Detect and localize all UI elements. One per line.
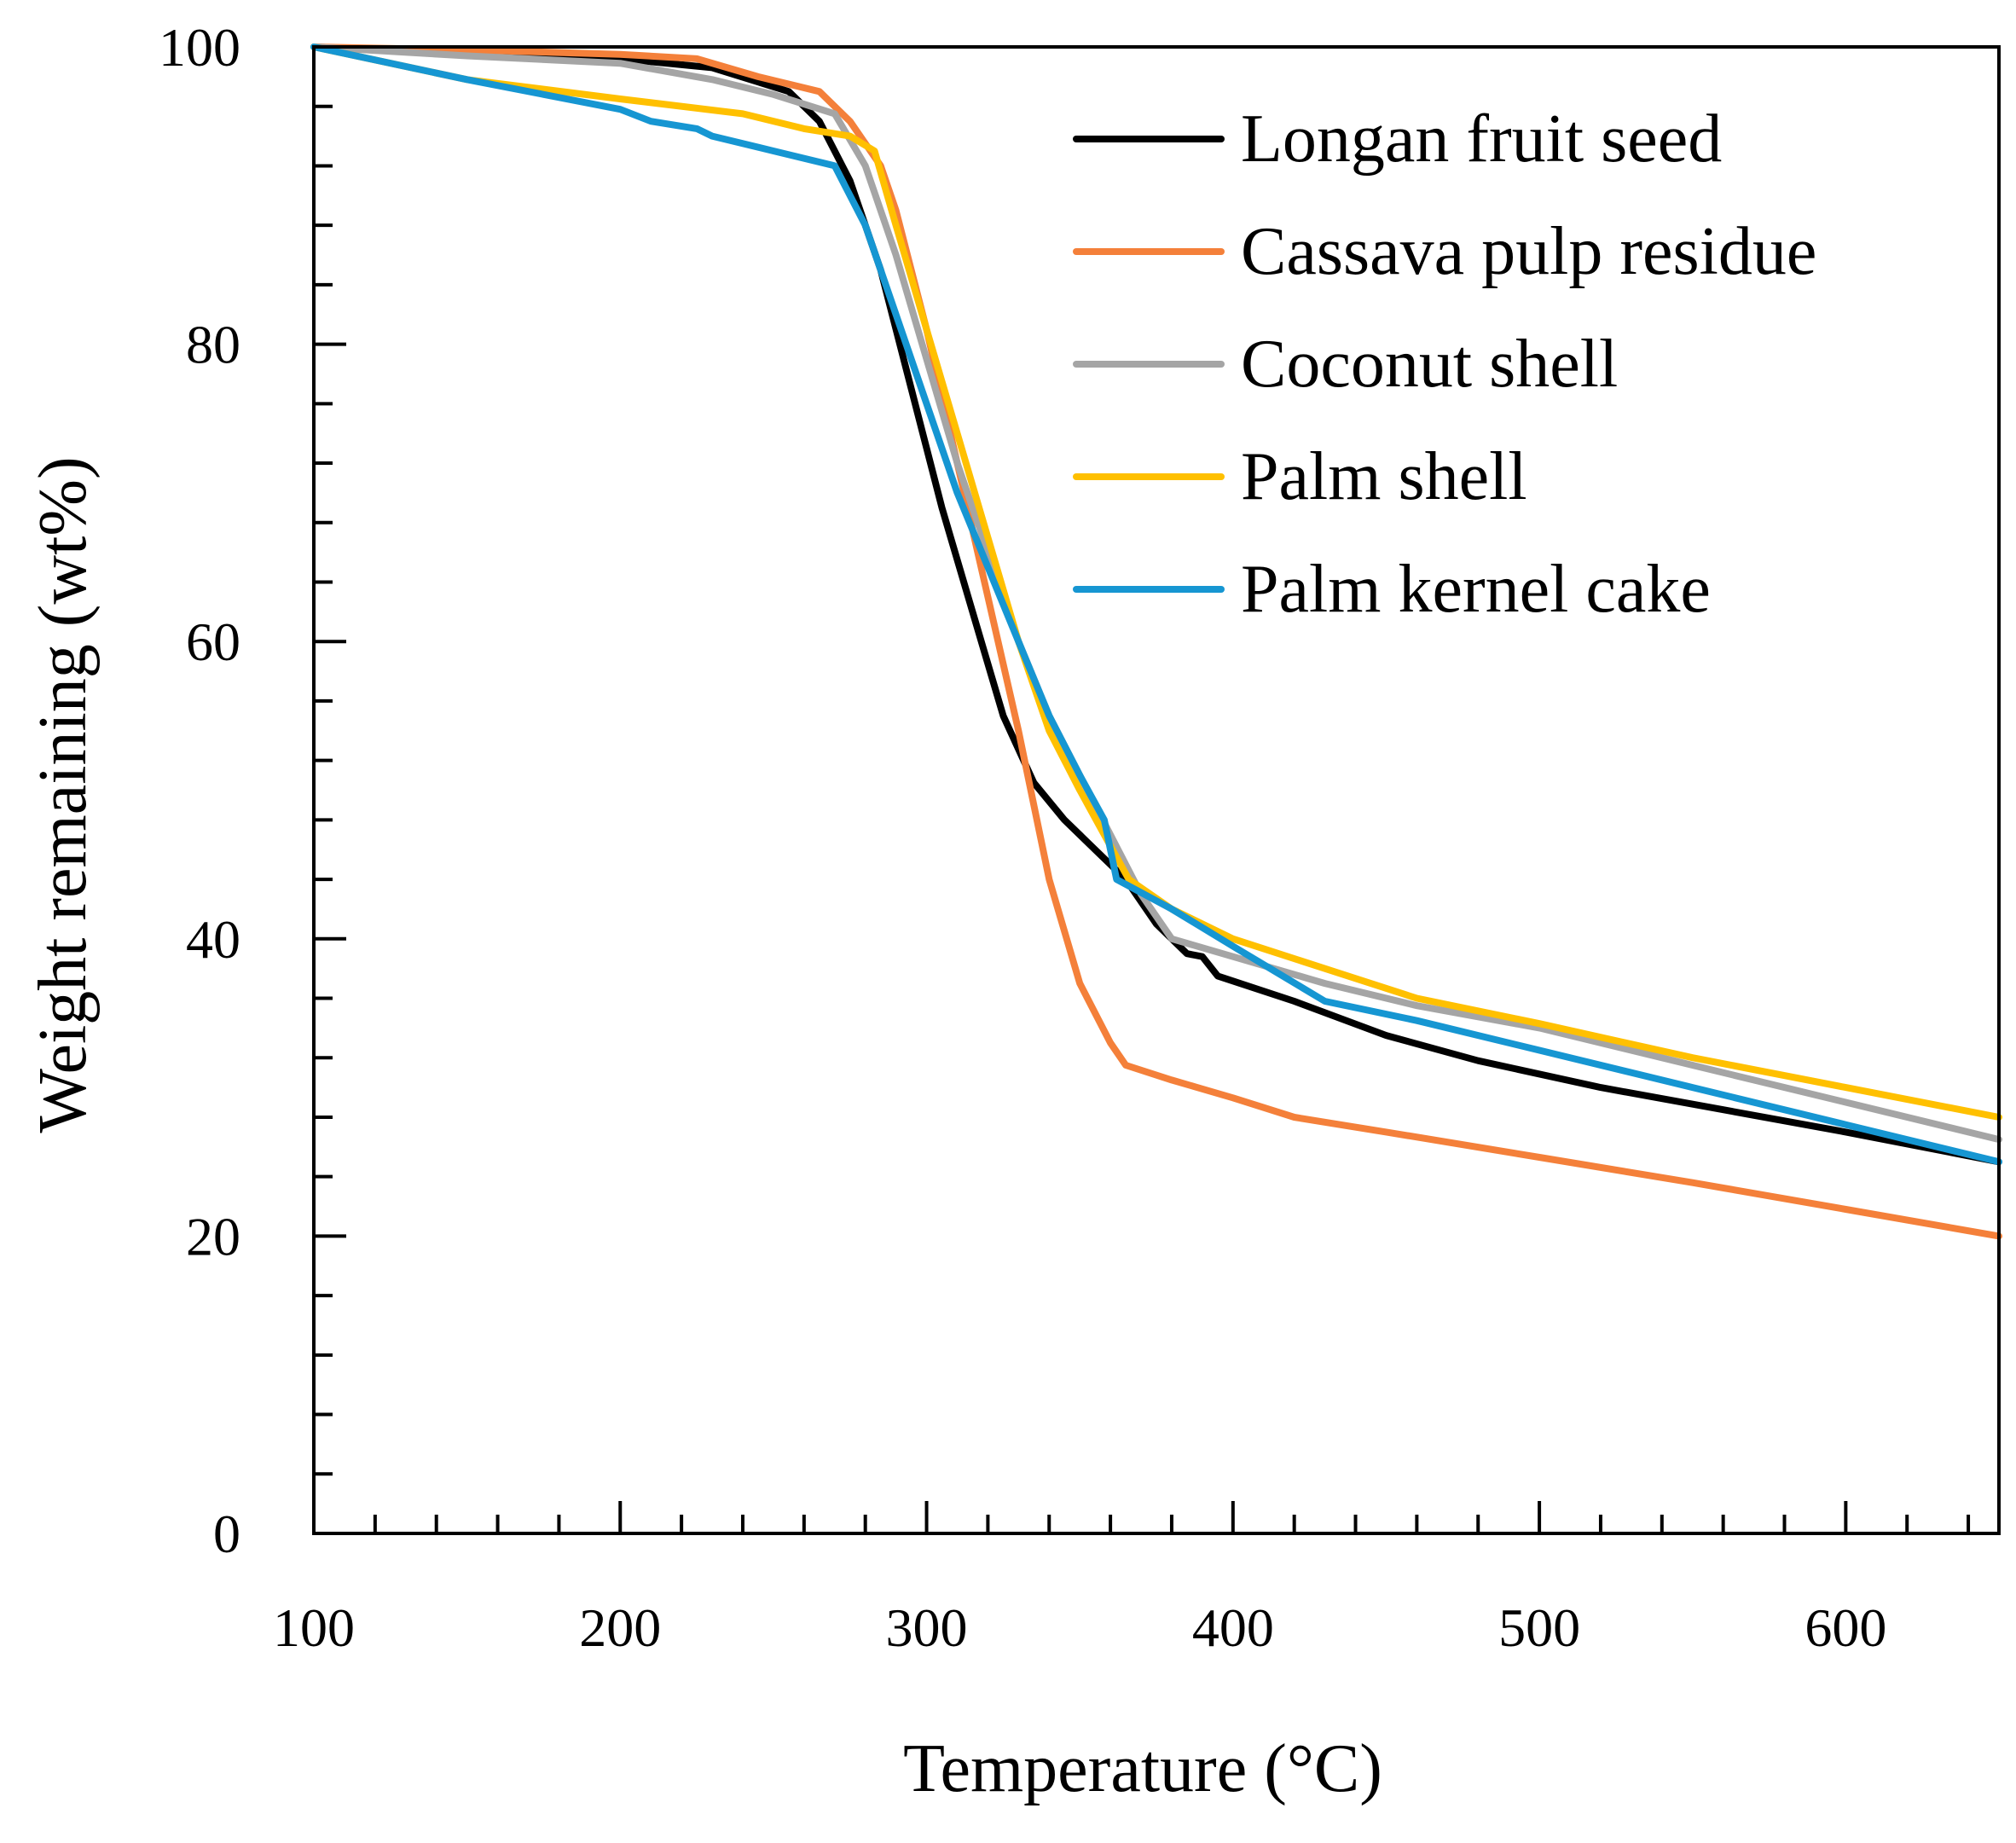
y-tick-label: 20 xyxy=(186,1206,240,1266)
x-tick-label: 100 xyxy=(273,1597,355,1658)
series-line-cassava-pulp-residue xyxy=(310,43,2002,1240)
legend-label-palm-shell: Palm shell xyxy=(1241,439,1527,514)
x-tick-label: 500 xyxy=(1498,1597,1580,1658)
x-tick-label: 200 xyxy=(579,1597,661,1658)
legend-label-palm-kernel-cake: Palm kernel cake xyxy=(1241,552,1711,627)
legend-label-longan-fruit-seed: Longan fruit seed xyxy=(1241,101,1722,177)
legend: Longan fruit seed Cassava pulp residue Coc… xyxy=(1073,101,1816,627)
y-tick-labels: 0 20 40 60 80 100 xyxy=(159,17,240,1564)
plot-frame xyxy=(312,45,2001,1535)
series-line-palm-kernel-cake xyxy=(310,43,2002,1166)
y-tick-label: 60 xyxy=(186,611,240,672)
series-group xyxy=(310,43,2002,1240)
legend-label-coconut-shell: Coconut shell xyxy=(1241,327,1618,402)
y-tick-label: 100 xyxy=(159,17,240,78)
x-tick-label: 600 xyxy=(1805,1597,1886,1658)
x-tick-labels: 100 200 300 400 500 600 xyxy=(273,1597,1886,1658)
y-tick-label: 80 xyxy=(186,315,240,375)
x-axis-title: Temperature (°C) xyxy=(903,1731,1382,1806)
y-tick-label: 40 xyxy=(186,909,240,970)
y-axis-title: Weight remaining (wt%) xyxy=(26,456,101,1133)
legend-label-cassava-pulp-residue: Cassava pulp residue xyxy=(1241,214,1816,289)
x-tick-label: 400 xyxy=(1192,1597,1274,1658)
y-tick-label: 0 xyxy=(213,1504,240,1564)
x-tick-label: 300 xyxy=(886,1597,968,1658)
minor-ticks xyxy=(314,104,1971,1533)
